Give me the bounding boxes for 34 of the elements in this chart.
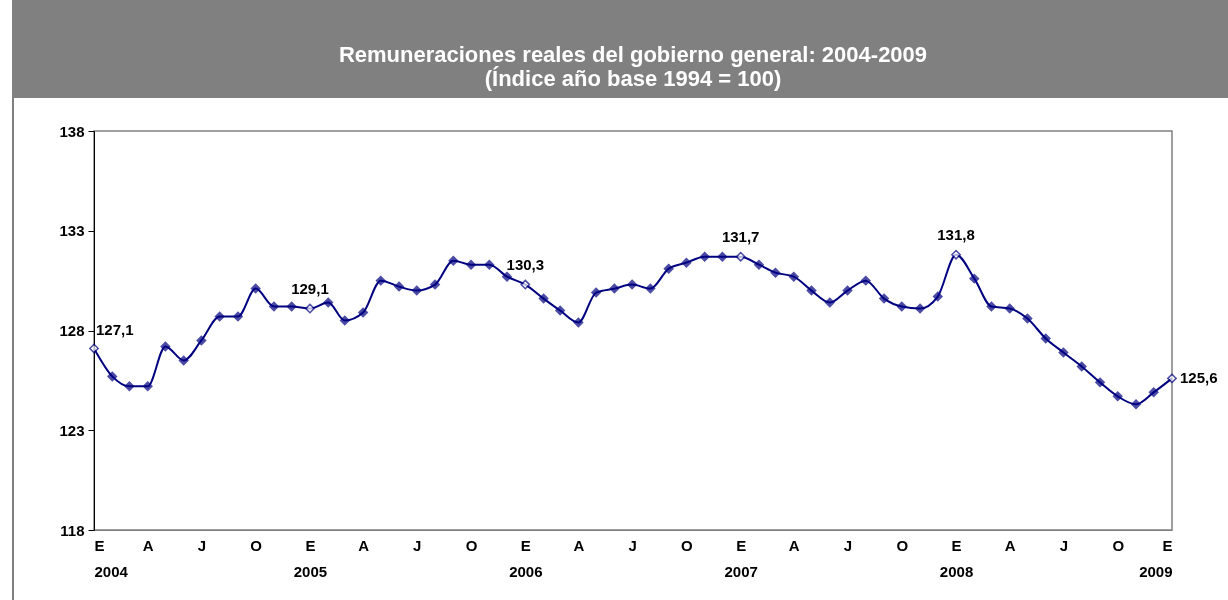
x-tick-label: E 2007 xyxy=(724,536,758,580)
x-tick-label: J xyxy=(1059,536,1069,554)
x-tick-label: A xyxy=(573,536,585,554)
y-tick-label: 123 xyxy=(59,421,85,439)
y-tick-label: 118 xyxy=(60,521,85,539)
data-label: 130,3 xyxy=(506,255,545,273)
x-tick-label: A xyxy=(358,536,370,554)
x-tick-label: A xyxy=(1004,536,1016,554)
x-tick-label: E 2004 xyxy=(94,536,129,580)
x-tick-label: J xyxy=(197,536,207,554)
x-tick-label: O xyxy=(896,536,909,554)
y-tick-label: 128 xyxy=(59,322,85,339)
x-tick-label: E 2009 xyxy=(1139,536,1173,580)
data-label: 125,6 xyxy=(1180,369,1218,387)
data-label: 127,1 xyxy=(96,321,134,339)
x-tick-label: A xyxy=(788,536,800,554)
data-label: 131,8 xyxy=(937,225,975,243)
x-tick-label: J xyxy=(413,536,422,554)
chart-title: Remuneraciones reales del gobierno general: 2004-2009 xyxy=(338,42,928,67)
x-tick-label: O xyxy=(681,536,694,554)
data-label: 131,7 xyxy=(721,227,760,245)
y-tick-label: 138 xyxy=(59,122,85,140)
data-label: 129,1 xyxy=(291,279,329,297)
x-tick-label: O xyxy=(250,536,263,554)
y-tick-label: 133 xyxy=(59,222,85,240)
x-tick-label: A xyxy=(142,536,154,554)
x-tick-label: E 2006 xyxy=(509,536,543,580)
x-tick-label: J xyxy=(843,536,853,554)
x-tick-label: E 2005 xyxy=(293,536,328,580)
x-tick-label: O xyxy=(1112,536,1125,554)
x-tick-label: J xyxy=(628,536,637,554)
x-tick-label: O xyxy=(465,536,478,554)
chart-subtitle: (Índice año base 1994 = 100) xyxy=(484,66,782,91)
x-tick-label: E 2008 xyxy=(939,536,974,580)
